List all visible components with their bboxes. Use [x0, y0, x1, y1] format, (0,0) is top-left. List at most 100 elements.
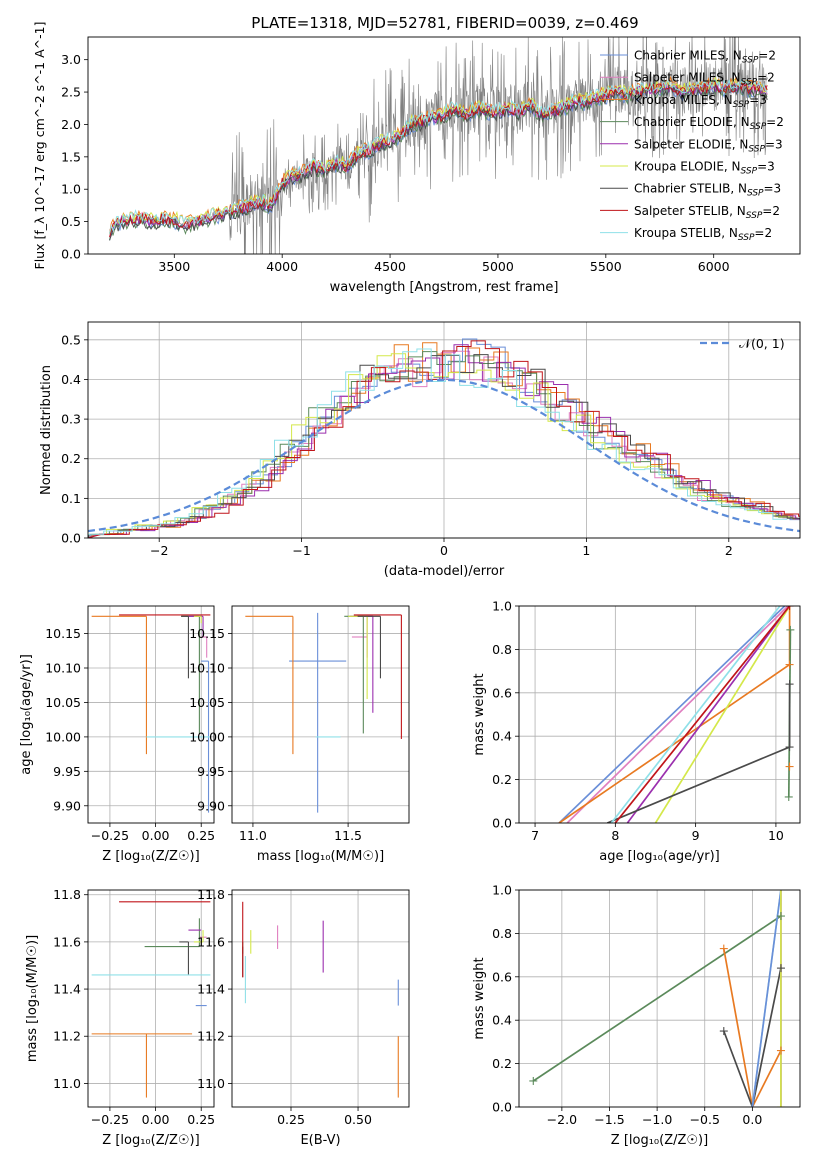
- axes-frame: [518, 889, 801, 1108]
- legend-label-text: Salpeter MILES, N: [634, 71, 741, 85]
- legend-entry: Kroupa STELIB, NSSP=2: [634, 226, 772, 243]
- y-tick-label: 11.8: [197, 887, 225, 902]
- x-tick-label: −1.0: [642, 1112, 672, 1127]
- legend-entry: 𝒩(0, 1): [739, 336, 785, 351]
- axis-layer: −0.25 0.00 0.25 11.0 11.2 11.4 11.6 11.8 Z [log₁…: [25, 887, 215, 1148]
- legend-entry: Chabrier STELIB, NSSP=3: [634, 182, 781, 199]
- legend-label-tail: =2: [758, 49, 776, 63]
- mass-weight-marker: [776, 1103, 785, 1107]
- x-tick-label: 3500: [158, 259, 190, 274]
- x-tick-label: 5500: [590, 259, 622, 274]
- y-tick-label: 0.5: [61, 214, 81, 229]
- mass-weight-marker: [785, 606, 794, 610]
- axis-layer: −2 −1 0 1 2 0.0 0.1 0.2 0.3 0.4 0.5 (data-model)/er…: [39, 321, 801, 579]
- y-tick-label: 0.0: [492, 816, 512, 831]
- x-axis-label: age [log₁₀(age/yr)]: [599, 849, 720, 864]
- legend-entry: Chabrier MILES, NSSP=2: [634, 49, 776, 66]
- histogram-step-line: [88, 338, 800, 538]
- legend-label-tail: =3: [765, 137, 783, 151]
- axes-frame: [518, 605, 801, 824]
- y-tick-label: 0.3: [61, 412, 81, 427]
- x-tick-label: 11.5: [334, 828, 362, 843]
- y-tick-label: 11.0: [53, 1076, 81, 1091]
- x-tick-label: 0.25: [277, 1112, 305, 1127]
- x-tick-label: −0.25: [91, 1112, 129, 1127]
- mass-weight-line: [723, 967, 782, 1107]
- mass-weight-line: [558, 606, 786, 823]
- x-axis-label: (data-model)/error: [384, 564, 505, 579]
- model-spectrum-line: [109, 78, 768, 234]
- y-tick-label: 0.5: [61, 332, 81, 347]
- histogram-step-line: [88, 353, 790, 538]
- y-tick-label: 1.0: [61, 182, 81, 197]
- plot-area: [242, 901, 399, 1098]
- axis-layer: 3500 4000 4500 5000 5500 6000 0.0 0.5 1.0 1.5 2.0 2…: [32, 22, 801, 295]
- legend-label-sub: SSP: [748, 144, 765, 154]
- mass-weight-marker: [719, 944, 728, 953]
- legend-label-tail: =2: [766, 115, 784, 129]
- y-tick-label: 2.5: [61, 85, 81, 100]
- legend-label-tail: =2: [757, 71, 775, 85]
- y-tick-label: 2.0: [61, 117, 81, 132]
- plot-area: [529, 890, 785, 1107]
- x-tick-label: 0.50: [344, 1112, 372, 1127]
- errorbar-point: [245, 615, 294, 755]
- errorbar-point: [179, 941, 189, 975]
- y-tick-label: 0.4: [492, 729, 512, 744]
- legend-label-sub: SSP: [738, 233, 755, 243]
- y-tick-label: 11.2: [53, 1029, 81, 1044]
- axes-frame: [87, 36, 801, 255]
- y-tick-label: 0.8: [492, 926, 512, 941]
- errorbar-point: [348, 615, 368, 699]
- y-tick-label: 10.05: [189, 695, 225, 710]
- x-tick-label: 2: [725, 543, 733, 558]
- y-tick-label: 11.4: [53, 982, 81, 997]
- legend-entry: Salpeter ELODIE, NSSP=3: [634, 137, 783, 154]
- y-tick-label: 0.0: [61, 247, 81, 262]
- normal-distribution-curve: [88, 378, 800, 533]
- mass-weight-marker: [785, 660, 794, 669]
- y-tick-label: 11.6: [53, 934, 81, 949]
- mass-weight-marker: [785, 762, 794, 771]
- legend-label-sub: SSP: [750, 122, 767, 132]
- axes-frame: [87, 321, 801, 539]
- histogram-step-line: [88, 348, 788, 538]
- plot-area: [88, 338, 800, 538]
- legend-entry: Kroupa ELODIE, NSSP=3: [634, 160, 775, 177]
- x-tick-label: 7: [531, 828, 539, 843]
- y-tick-label: 1.0: [492, 599, 512, 614]
- errorbar-point: [91, 615, 147, 755]
- legend-entry: Salpeter STELIB, NSSP=2: [634, 204, 780, 221]
- mass-weight-line: [654, 606, 791, 823]
- y-tick-label: 9.95: [53, 764, 81, 779]
- x-axis-label: Z [log₁₀(Z/Z☉)]: [102, 1133, 199, 1148]
- legend-label-text: Chabrier ELODIE, N: [634, 115, 750, 129]
- mass-weight-line: [626, 606, 791, 823]
- axes-frame: [87, 889, 215, 1108]
- y-tick-label: 0.8: [492, 642, 512, 657]
- x-tick-label: 0.25: [187, 1112, 215, 1127]
- y-axis-label: mass weight: [472, 957, 487, 1039]
- x-tick-label: 11.0: [239, 828, 267, 843]
- mass-weight-vs-metallicity-panel: −2.0 −1.5 −1.0 −0.5 0.0 0.0 0.2 0.4 0.6 0.8 1.0 Z […: [472, 883, 801, 1148]
- x-tick-label: −1: [292, 543, 310, 558]
- y-tick-label: 0.0: [61, 531, 81, 546]
- plot-area: [91, 901, 211, 1098]
- grid-lines: [232, 606, 409, 823]
- y-tick-label: 0.2: [492, 772, 512, 787]
- grid-lines: [88, 890, 214, 1107]
- axis-layer: −0.25 0.00 0.25 9.90 9.95 10.00 10.05 10.10 10.1…: [19, 605, 215, 864]
- legend-label-text: Salpeter ELODIE, N: [634, 137, 748, 151]
- y-axis-label: Normed distribution: [39, 365, 54, 495]
- x-tick-label: −2: [150, 543, 168, 558]
- spectrum-panel: 3500 4000 4500 5000 5500 6000 0.0 0.5 1.0 1.5 2.0 2…: [32, 22, 801, 295]
- y-tick-label: 11.6: [197, 934, 225, 949]
- x-tick-label: −0.5: [690, 1112, 720, 1127]
- axis-layer: 0.25 0.50 11.0 11.2 11.4 11.6 11.8 E(B-V): [197, 887, 410, 1148]
- y-tick-label: 9.90: [53, 798, 81, 813]
- y-tick-label: 10.00: [45, 729, 81, 744]
- legend-label-sub: SSP: [733, 100, 750, 110]
- mass-weight-marker: [784, 792, 793, 801]
- x-tick-label: 4000: [266, 259, 298, 274]
- x-tick-label: 0.00: [142, 828, 170, 843]
